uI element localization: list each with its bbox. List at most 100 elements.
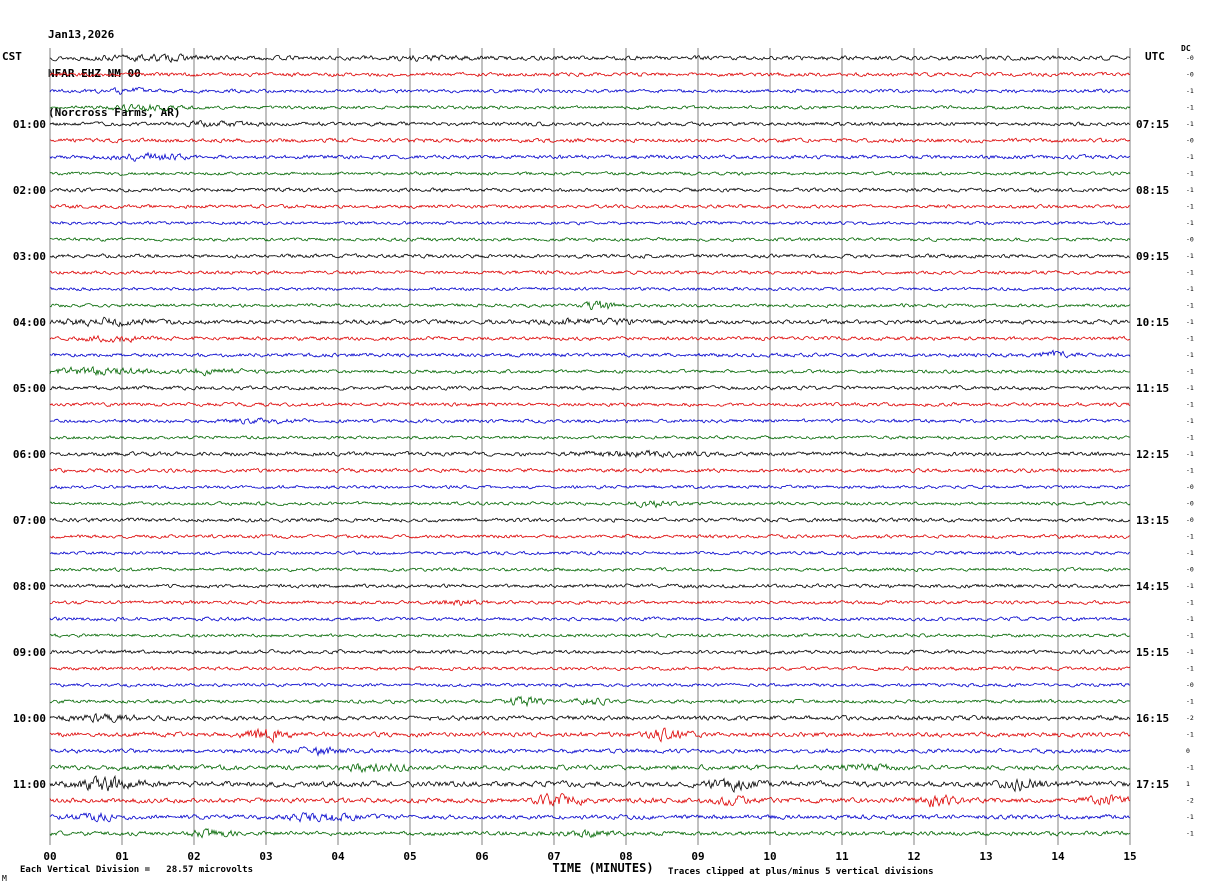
dc-offset-value: -1: [1186, 632, 1194, 640]
footer-clip-note: Traces clipped at plus/minus 5 vertical …: [668, 867, 934, 877]
dc-offset-value: 1: [1186, 780, 1190, 788]
seismogram-trace: [49, 811, 1131, 823]
seismogram-trace: [49, 103, 1131, 112]
dc-offset-value: -1: [1186, 203, 1194, 211]
dc-offset-value: -1: [1186, 764, 1194, 772]
dc-offset-value: 0: [1186, 747, 1190, 755]
x-tick-label: 13: [979, 850, 992, 863]
seismogram-trace: [49, 151, 1131, 162]
hour-label-cst: 07:00: [13, 514, 46, 527]
dc-offset-value: -1: [1186, 648, 1194, 656]
dc-offset-value: -0: [1186, 483, 1194, 491]
seismogram-trace: [49, 665, 1131, 672]
hour-label-cst: 06:00: [13, 448, 46, 461]
x-tick-label: 05: [403, 850, 416, 863]
seismogram-trace: [49, 401, 1131, 408]
x-tick-label: 09: [691, 850, 704, 863]
hour-label-utc: 13:15: [1136, 514, 1169, 527]
dc-offset-value: -1: [1186, 549, 1194, 557]
dc-offset-value: -1: [1186, 285, 1194, 293]
seismogram-trace: [49, 120, 1131, 128]
dc-offset-value: -1: [1186, 170, 1194, 178]
dc-offset-value: -1: [1186, 615, 1194, 623]
seismogram-trace: [49, 53, 1131, 64]
seismogram-trace: [49, 566, 1130, 573]
dc-offset-value: -0: [1186, 500, 1194, 508]
dc-offset-value: -1: [1186, 252, 1194, 260]
seismogram-trace: [49, 253, 1131, 259]
hour-label-utc: 16:15: [1136, 712, 1169, 725]
dc-offset-value: -0: [1186, 137, 1194, 145]
dc-offset-value: -1: [1186, 269, 1194, 277]
x-axis-title: TIME (MINUTES): [552, 861, 654, 875]
seismogram-trace: [49, 467, 1131, 474]
seismogram-trace: [49, 385, 1131, 391]
dc-offset-value: -1: [1186, 582, 1194, 590]
seismogram-trace: [49, 727, 1131, 744]
dc-offset-value: -1: [1186, 731, 1194, 739]
x-tick-label: 11: [835, 850, 849, 863]
seismogram-trace: [49, 349, 1131, 359]
dc-offset-value: -1: [1186, 351, 1194, 359]
x-tick-label: 06: [475, 850, 489, 863]
dc-offset-value: -1: [1186, 533, 1194, 541]
dc-offset-value: -1: [1186, 434, 1194, 442]
seismogram-trace: [49, 316, 1130, 328]
dc-offset-value: -1: [1186, 219, 1194, 227]
seismogram-trace: [49, 633, 1131, 638]
dc-offset-value: -0: [1186, 516, 1194, 524]
seismogram-trace: [49, 599, 1131, 607]
hour-label-cst: 08:00: [13, 580, 46, 593]
dc-offset-value: -2: [1186, 714, 1194, 722]
dc-offset-value: -1: [1186, 665, 1194, 673]
dc-offset-value: -0: [1186, 54, 1194, 62]
x-tick-label: 15: [1123, 850, 1136, 863]
x-tick-label: 01: [115, 850, 129, 863]
dc-offset-value: -1: [1186, 104, 1194, 112]
seismogram-trace: [49, 745, 1131, 757]
dc-offset-value: -1: [1186, 813, 1194, 821]
hour-label-cst: 09:00: [13, 646, 46, 659]
hour-label-utc: 11:15: [1136, 382, 1169, 395]
x-tick-label: 12: [907, 850, 920, 863]
dc-offset-value: -0: [1186, 681, 1194, 689]
hour-label-cst: 10:00: [13, 712, 46, 725]
dc-offset-value: -2: [1186, 797, 1194, 805]
seismogram-trace: [49, 269, 1131, 276]
seismogram-trace: [49, 286, 1131, 292]
seismogram-trace: [49, 237, 1131, 242]
x-tick-label: 02: [187, 850, 200, 863]
seismogram-trace: [49, 365, 1131, 377]
hour-label-utc: 17:15: [1136, 778, 1169, 791]
dc-offset-value: -1: [1186, 120, 1194, 128]
x-tick-label: 08: [619, 850, 632, 863]
seismogram-trace: [50, 203, 1131, 210]
dc-offset-value: -1: [1186, 186, 1194, 194]
seismogram-trace: [49, 762, 1131, 774]
hour-label-cst: 05:00: [13, 382, 46, 395]
seismogram-trace: [49, 417, 1131, 425]
dc-offset-value: -1: [1186, 87, 1194, 95]
hour-label-utc: 15:15: [1136, 646, 1169, 659]
dc-offset-value: -0: [1186, 566, 1194, 574]
x-tick-label: 10: [763, 850, 776, 863]
seismogram-trace: [49, 449, 1131, 459]
hour-label-utc: 08:15: [1136, 184, 1169, 197]
hour-label-cst: 03:00: [13, 250, 46, 263]
hour-label-cst: 01:00: [13, 118, 46, 131]
left-timezone-label: CST: [2, 50, 22, 63]
dc-offset-value: -1: [1186, 417, 1194, 425]
x-tick-label: 00: [43, 850, 56, 863]
seismogram-trace: [49, 171, 1131, 176]
seismogram-trace: [49, 517, 1131, 523]
dc-offset-value: -1: [1186, 467, 1194, 475]
hour-label-cst: 04:00: [13, 316, 46, 329]
dc-offset-value: -1: [1186, 830, 1194, 838]
footer-scale-note: Each Vertical Division = 28.57 microvolt…: [20, 865, 253, 875]
dc-offset-value: -0: [1186, 71, 1194, 79]
hour-label-utc: 12:15: [1136, 448, 1169, 461]
x-tick-label: 14: [1051, 850, 1065, 863]
seismogram-trace: [49, 499, 1131, 509]
x-tick-label: 07: [547, 850, 560, 863]
